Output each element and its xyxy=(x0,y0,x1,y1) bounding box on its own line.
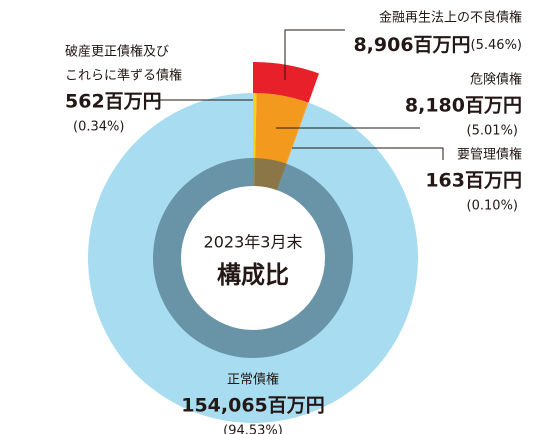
percent-label: (94.53%) xyxy=(223,424,283,434)
percent-label: (0.10%) xyxy=(467,199,518,214)
category-label: 危険債権 xyxy=(470,72,522,88)
total-label: 8,906百万円(5.46%) xyxy=(353,34,522,56)
center xyxy=(181,186,325,330)
leader xyxy=(292,147,444,160)
total-name: 金融再生法上の不良債権 xyxy=(379,10,522,26)
percent-label: (0.34%) xyxy=(73,120,124,135)
total-value: 8,906百万円 xyxy=(353,34,470,56)
leader xyxy=(284,29,345,80)
category-label: 要管理債権 xyxy=(457,147,522,163)
value-label: 8,180百万円 xyxy=(405,95,522,117)
value-label: 154,065百万円 xyxy=(181,395,325,417)
value-label: 562百万円 xyxy=(65,91,162,113)
value-label: 163百万円 xyxy=(425,170,522,192)
category-label: これらに準ずる債権 xyxy=(65,68,182,84)
chart-subtitle: 構成比 xyxy=(217,261,289,289)
total-band xyxy=(253,62,319,103)
category-label: 破産更正債権及び xyxy=(65,44,169,60)
chart-title: 2023年3月末 xyxy=(204,233,303,252)
percent-label: (5.01%) xyxy=(467,124,518,139)
category-label: 正常債権 xyxy=(227,372,279,388)
total-percent: (5.46%) xyxy=(471,38,522,53)
